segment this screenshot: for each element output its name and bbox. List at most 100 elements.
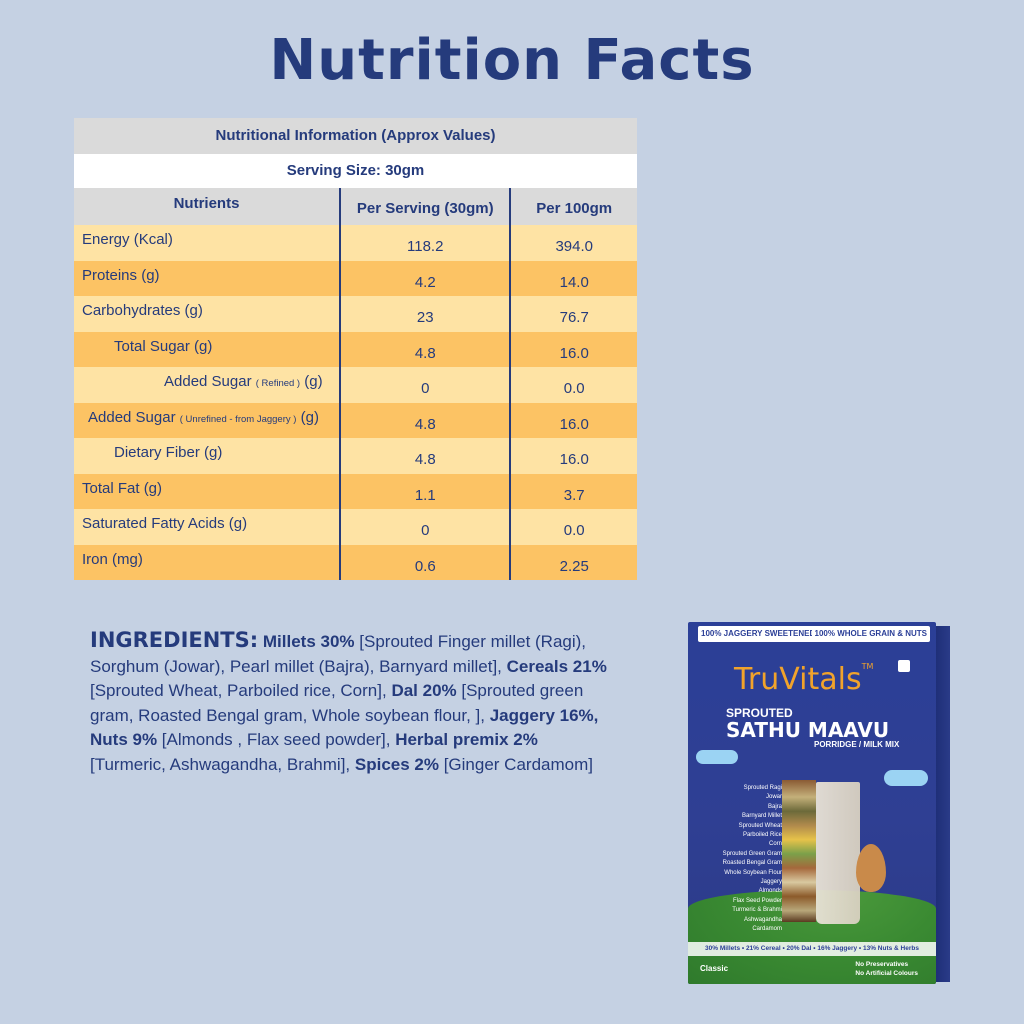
per-serving-value: 0 (339, 367, 509, 403)
nutrient-cell: Total Sugar (g) (74, 332, 339, 368)
per-serving-value: 0 (339, 509, 509, 545)
veg-mark-icon (898, 660, 910, 672)
nutrient-label: Total Fat (g) (82, 480, 162, 497)
page-title: Nutrition Facts (269, 28, 755, 93)
nutrient-name: Energy (Kcal) (82, 231, 173, 248)
table-row: Added Sugar ( Refined ) (g) 0 0.0 (74, 367, 637, 403)
ingredient-detail: [Turmeric, Ashwagandha, Brahmi], (90, 754, 355, 774)
box-front: 100% JAGGERY SWEETENED 100% WHOLE GRAIN … (688, 622, 936, 984)
nutrient-name: Added Sugar (164, 373, 252, 390)
badge-whole-grain: 100% WHOLE GRAIN & NUTS (811, 626, 930, 642)
ingredient-detail: [Sprouted Finger millet (Ragi), Sorghum … (90, 632, 587, 676)
box-ingredient: Almonds (758, 888, 782, 895)
ingredient-detail: [Almonds , Flax seed powder], (157, 730, 396, 749)
box-ingredient: Jaggery (760, 879, 782, 886)
table-row: Carbohydrates (g) 23 76.7 (74, 296, 637, 332)
nutrient-note: ( Unrefined - from Jaggery ) (179, 413, 297, 425)
nutrient-label: Dietary Fiber (g) (114, 444, 222, 461)
box-ingredient: Jowar (765, 794, 782, 801)
nutrient-name: Saturated Fatty Acids (g) (82, 515, 248, 532)
nutrient-name: Added Sugar (88, 408, 176, 426)
per-100gm-value: 3.7 (509, 473, 637, 509)
nutrient-name: Total Sugar (g) (114, 337, 213, 355)
nutrient-name: Carbohydrates (g) (82, 302, 203, 319)
serving-size: Serving Size: 30gm (74, 154, 637, 188)
per-serving-value: 4.8 (339, 331, 509, 367)
nutrient-name: Iron (mg) (82, 550, 143, 568)
per-100gm-value: 0.0 (509, 509, 637, 545)
nutrient-label: Added Sugar ( Refined ) (g) (164, 373, 323, 390)
box-ingredient: Bajra (767, 803, 782, 810)
per-serving-value: 4.8 (339, 402, 509, 438)
nutrient-name: Proteins (g) (82, 266, 160, 284)
ingredient-group: Millets 30% (262, 632, 355, 651)
nutrient-cell: Iron (mg) (74, 545, 339, 581)
product-sub: SPROUTED (726, 706, 793, 720)
table-row: Proteins (g) 4.2 14.0 (74, 260, 637, 297)
per-serving-value: 1.1 (339, 473, 509, 509)
table-row: Total Fat (g) 1.1 3.7 (74, 473, 637, 509)
per-100gm-value: 0.0 (509, 367, 637, 403)
per-100gm-value: 2.25 (509, 544, 637, 580)
per-100gm-value: 16.0 (509, 331, 637, 367)
nutrient-cell: Energy (Kcal) (74, 225, 339, 261)
box-ingredient: Sprouted Ragi (743, 785, 782, 791)
box-ingredient: Cardamom (752, 926, 782, 933)
table-caption: Nutritional Information (Approx Values) (74, 118, 637, 154)
table-row: Saturated Fatty Acids (g) 0 0.0 (74, 509, 637, 545)
box-side-panel (936, 626, 950, 982)
box-ingredient: Roasted Bengal Gram (722, 860, 782, 867)
nutrient-cell: Proteins (g) (74, 261, 339, 297)
box-ingredient: Sprouted Wheat (738, 822, 782, 829)
grain-stack-image (782, 780, 816, 922)
table-row: Iron (mg) 0.6 2.25 (74, 544, 637, 581)
nutrient-name: Dietary Fiber (g) (114, 444, 223, 461)
per-serving-value: 4.2 (339, 260, 509, 296)
nutrient-label: Proteins (g) (82, 267, 160, 284)
header-nutrients: Nutrients (173, 195, 240, 212)
per-100gm-value: 16.0 (509, 402, 637, 438)
ingredient-group: Jaggery 16%, Nuts 9% (90, 705, 599, 750)
per-100gm-value: 76.7 (509, 296, 637, 332)
milk-glass-image (816, 782, 860, 924)
composition-strip: 30% Millets • 21% Cereal • 20% Dal • 16%… (688, 942, 936, 956)
table-row: Total Sugar (g) 4.8 16.0 (74, 331, 637, 368)
box-ingredient: Ashwagandha (743, 916, 782, 923)
per-100gm-value: 14.0 (509, 260, 637, 296)
box-ingredient: Whole Soybean Flour (724, 869, 782, 876)
nutrient-unit: (g) (304, 373, 323, 390)
ingredients-text: INGREDIENTS: Millets 30% [Sprouted Finge… (90, 628, 610, 777)
nutrient-unit: (g) (300, 408, 319, 426)
box-ingredient: Flax Seed Powder (732, 897, 782, 904)
per-serving-value: 4.8 (339, 438, 509, 474)
nutrient-cell: Saturated Fatty Acids (g) (74, 509, 339, 545)
product-box: 100% JAGGERY SWEETENED 100% WHOLE GRAIN … (688, 622, 950, 986)
box-ingredient: Parboiled Rice (742, 832, 782, 839)
ingredient-group: Dal 20% (391, 681, 457, 700)
product-desc: PORRIDGE / MILK MIX (814, 740, 900, 749)
per-100gm-value: 394.0 (509, 225, 637, 261)
table-row: Energy (Kcal) 118.2 394.0 (74, 225, 637, 261)
ingredients-heading: INGREDIENTS: (90, 628, 259, 652)
almond-mascot-icon (856, 844, 886, 892)
header-per-100gm: Per 100gm (509, 188, 637, 225)
claim: No Artificial Colours (855, 970, 918, 977)
box-ingredient: Barnyard Millet (741, 813, 782, 820)
badge-jaggery: 100% JAGGERY SWEETENED (698, 626, 819, 642)
ingredient-detail: [Sprouted green gram, Roasted Bengal gra… (90, 681, 584, 725)
nutrient-label: Total Sugar (g) (114, 338, 212, 355)
claims: No Preservatives No Artificial Colours (855, 960, 918, 978)
brand-logo: TruVitalsTM (734, 662, 873, 697)
nutrient-label: Energy (Kcal) (82, 231, 173, 248)
box-ingredient-list: Sprouted Ragi Jowar Bajra Barnyard Millet Sp… (696, 784, 782, 935)
per-serving-value: 23 (339, 296, 509, 332)
trademark: TM (861, 662, 874, 671)
ingredient-detail: [Ginger Cardamom] (438, 754, 593, 774)
ingredient-group: Spices 2% (354, 754, 439, 774)
brand-name: TruVitals (734, 662, 862, 697)
nutrient-cell: Added Sugar ( Refined ) (g) (74, 367, 339, 403)
table-header-row: Nutrients Per Serving (30gm) Per 100gm (74, 188, 637, 225)
cloud-icon (884, 770, 928, 786)
nutrient-cell: Added Sugar ( Unrefined - from Jaggery )… (74, 403, 339, 439)
nutrient-label: Carbohydrates (g) (82, 302, 203, 319)
